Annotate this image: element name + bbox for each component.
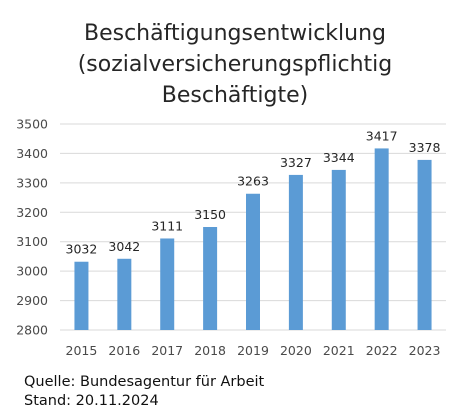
y-tick-label: 2900 — [16, 293, 48, 308]
chart-title-line-2: (sozialversicherungspflichtig — [77, 52, 393, 77]
y-tick-label: 3300 — [16, 175, 48, 190]
footnote: Quelle: Bundesagentur für Arbeit Stand: … — [24, 373, 264, 411]
bars — [74, 148, 432, 330]
bar-2018 — [203, 227, 218, 330]
bar-2017 — [160, 238, 175, 330]
data-label: 3327 — [280, 155, 312, 170]
x-tick-label: 2022 — [366, 343, 398, 358]
bar-2015 — [74, 261, 89, 330]
data-label: 3417 — [366, 128, 398, 143]
data-labels: 3032 3042 3111 3150 3263 3327 3344 3417 3378 — [66, 128, 441, 256]
y-tick-label: 3200 — [16, 205, 48, 220]
chart-title: Beschäftigungsentwicklung (sozialversich… — [0, 18, 470, 111]
y-axis-ticks: 2800 2900 3000 3100 3200 3300 3400 3500 — [16, 117, 48, 338]
chart-title-line-1: Beschäftigungsentwicklung — [84, 21, 386, 46]
x-tick-label: 2019 — [237, 343, 269, 358]
bar-2023 — [417, 159, 432, 330]
x-tick-label: 2016 — [108, 343, 140, 358]
data-label: 3378 — [409, 140, 441, 155]
data-label: 3263 — [237, 174, 269, 189]
data-label: 3042 — [108, 239, 140, 254]
data-label: 3111 — [151, 218, 183, 233]
x-tick-label: 2018 — [194, 343, 226, 358]
x-tick-label: 2017 — [151, 343, 183, 358]
x-tick-label: 2015 — [66, 343, 98, 358]
x-tick-label: 2023 — [409, 343, 441, 358]
bar-2019 — [246, 193, 260, 330]
bar-2016 — [117, 258, 132, 330]
data-label: 3150 — [194, 207, 226, 222]
bar-2022 — [374, 148, 389, 330]
data-label: 3032 — [66, 242, 98, 257]
date-note: Stand: 20.11.2024 — [24, 393, 159, 409]
y-tick-label: 3500 — [16, 117, 48, 132]
y-tick-label: 2800 — [16, 323, 48, 338]
x-axis-ticks: 2015 2016 2017 2018 2019 2020 2021 2022 2023 — [66, 343, 441, 358]
y-tick-label: 3400 — [16, 146, 48, 161]
y-tick-label: 3100 — [16, 234, 48, 249]
bar-2020 — [288, 174, 303, 330]
x-tick-label: 2021 — [323, 343, 355, 358]
bar-chart: 2800 2900 3000 3100 3200 3300 3400 3500 3032 304… — [16, 117, 446, 358]
data-label: 3344 — [323, 150, 355, 165]
source-note: Quelle: Bundesagentur für Arbeit — [24, 374, 265, 390]
bar-2021 — [331, 169, 346, 330]
y-tick-label: 3000 — [16, 264, 48, 279]
chart-title-line-3: Beschäftigte) — [161, 83, 309, 108]
x-tick-label: 2020 — [280, 343, 312, 358]
